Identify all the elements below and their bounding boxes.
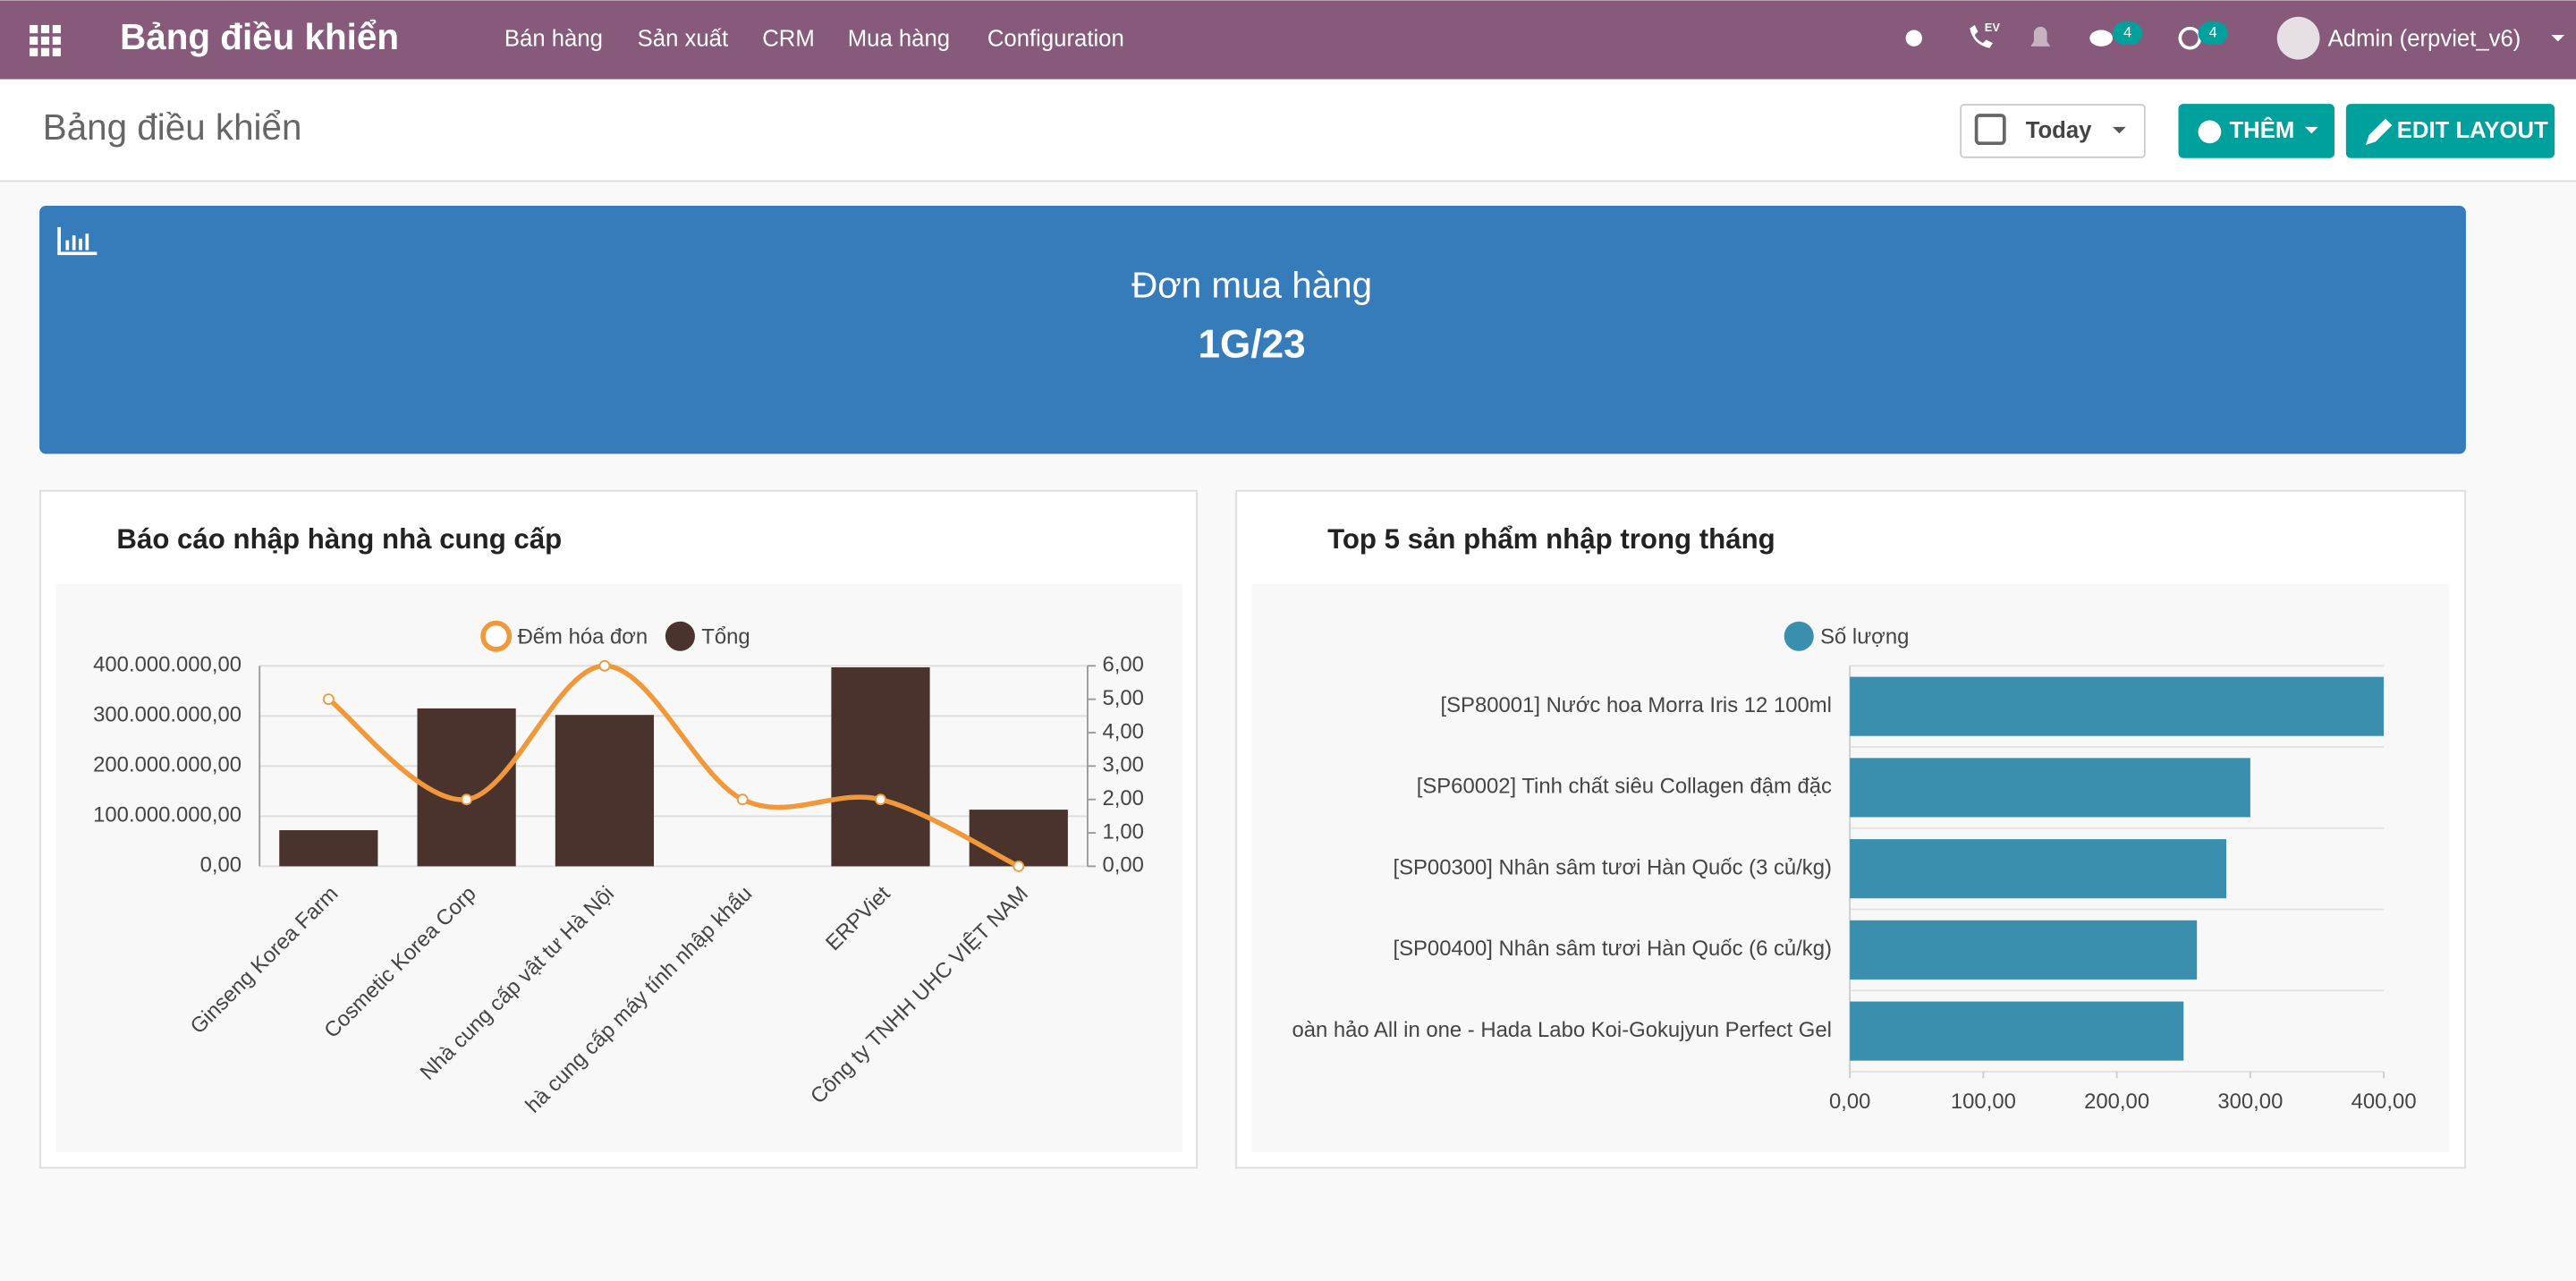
plus-icon: [2198, 120, 2222, 144]
badge: [2198, 21, 2228, 46]
y2-tick-label: 0,00: [1102, 853, 1143, 878]
point: [461, 793, 473, 806]
calendar-icon: [1974, 114, 2006, 146]
app-title: Bảng điều khiển: [120, 16, 399, 57]
avatar[interactable]: [2276, 16, 2320, 60]
bar: [417, 708, 516, 867]
menu-item[interactable]: Sản xuất: [638, 26, 728, 51]
point: [598, 659, 611, 672]
x-tick-label: 0,00: [1829, 1090, 1870, 1114]
y2-tick-label: 2,00: [1102, 786, 1143, 810]
y-tick-label: 200.000.000,00: [93, 753, 242, 777]
x-tick-label: 200,00: [2084, 1090, 2149, 1114]
x-tick-label: 100,00: [1951, 1090, 2016, 1114]
y2-tick-label: 1,00: [1102, 819, 1143, 844]
edit-layout-label: EDIT LAYOUT: [2397, 118, 2548, 143]
bar: [1850, 758, 2250, 818]
caret: [2551, 35, 2565, 42]
legend-marker: [1784, 621, 1814, 651]
x-tick-label: 300,00: [2217, 1090, 2283, 1114]
y-tick-label: oàn hảo All in one - Hada Labo Koi-Gokuj…: [1292, 1018, 1832, 1042]
chart-title: Top 5 sản phẩm nhập trong tháng: [1327, 523, 1775, 555]
edit-layout-button[interactable]: [2345, 104, 2555, 158]
y-tick-label: 400.000.000,00: [93, 653, 242, 677]
date-filter[interactable]: [1960, 104, 2146, 158]
menu-item[interactable]: CRM: [762, 26, 815, 51]
y-tick-label: [SP00400] Nhân sâm tươi Hàn Quốc (6 củ/k…: [1393, 937, 1831, 961]
bell-icon[interactable]: [2030, 26, 2051, 47]
y-tick-label: 100.000.000,00: [93, 803, 242, 827]
add-button[interactable]: [2178, 104, 2334, 158]
legend-marker: [480, 620, 513, 652]
breadcrumb: Bảng điều khiển: [43, 106, 302, 148]
legend-label: Số lượng: [1820, 624, 1909, 649]
chart-area: [55, 583, 1183, 1152]
legend-label: Tổng: [701, 624, 750, 649]
caret: [2113, 126, 2126, 134]
apps-icon[interactable]: [30, 24, 61, 56]
badge: [2113, 21, 2143, 46]
point: [322, 693, 335, 706]
line: [326, 663, 1020, 869]
menu-item[interactable]: Bán hàng: [504, 26, 603, 51]
pencil-icon: [2365, 118, 2393, 146]
ev-label: EV: [1985, 21, 2001, 34]
phone-icon[interactable]: [1970, 24, 1993, 48]
menu-item[interactable]: Configuration: [987, 26, 1124, 51]
debug-icon[interactable]: [1905, 30, 1922, 47]
y2-tick-label: 4,00: [1102, 719, 1143, 743]
y2-tick-label: 5,00: [1102, 686, 1143, 710]
y2-tick-label: 6,00: [1102, 653, 1143, 677]
y-tick-label: 0,00: [200, 853, 242, 878]
bar: [555, 715, 655, 867]
menu-item[interactable]: Mua hàng: [848, 26, 950, 51]
chart-icon: [57, 226, 97, 256]
legend-marker: [665, 621, 695, 651]
y-tick-label: [SP80001] Nước hoa Morra Iris 12 100ml: [1441, 693, 1832, 717]
bar: [1850, 676, 2385, 736]
chat-icon[interactable]: [2089, 30, 2114, 47]
badge-count: 4: [2123, 24, 2131, 41]
control-panel: [0, 79, 2576, 182]
bar: [831, 666, 930, 867]
y-tick-label: [SP00300] Nhân sâm tươi Hàn Quốc (3 củ/k…: [1393, 855, 1831, 879]
date-filter-label: Today: [2026, 118, 2092, 143]
point: [1013, 860, 1025, 872]
point: [736, 793, 749, 806]
bar: [1850, 839, 2227, 899]
caret: [2304, 126, 2318, 134]
chart-title: Báo cáo nhập hàng nhà cung cấp: [116, 523, 562, 555]
navbar: [0, 0, 2576, 80]
add-button-label: THÊM: [2229, 116, 2294, 143]
point: [875, 793, 886, 806]
x-tick-label: 400,00: [2351, 1090, 2417, 1114]
y-tick-label: 300.000.000,00: [93, 703, 242, 727]
bar: [279, 830, 378, 867]
kpi-tile: [39, 206, 2466, 454]
bar: [1850, 920, 2198, 980]
tile-title: Đơn mua hàng: [1131, 265, 1372, 306]
y2-tick-label: 3,00: [1102, 753, 1143, 777]
badge-count: 4: [2208, 24, 2216, 41]
y-tick-label: [SP60002] Tinh chất siêu Collagen đậm đặ…: [1417, 775, 1832, 799]
tile-value: 1G/23: [1199, 323, 1306, 367]
user-name[interactable]: Admin (erpviet_v6): [2328, 26, 2521, 51]
legend-label: Đếm hóa đơn: [518, 624, 648, 649]
bar: [1850, 1001, 2184, 1061]
bar: [969, 810, 1068, 867]
